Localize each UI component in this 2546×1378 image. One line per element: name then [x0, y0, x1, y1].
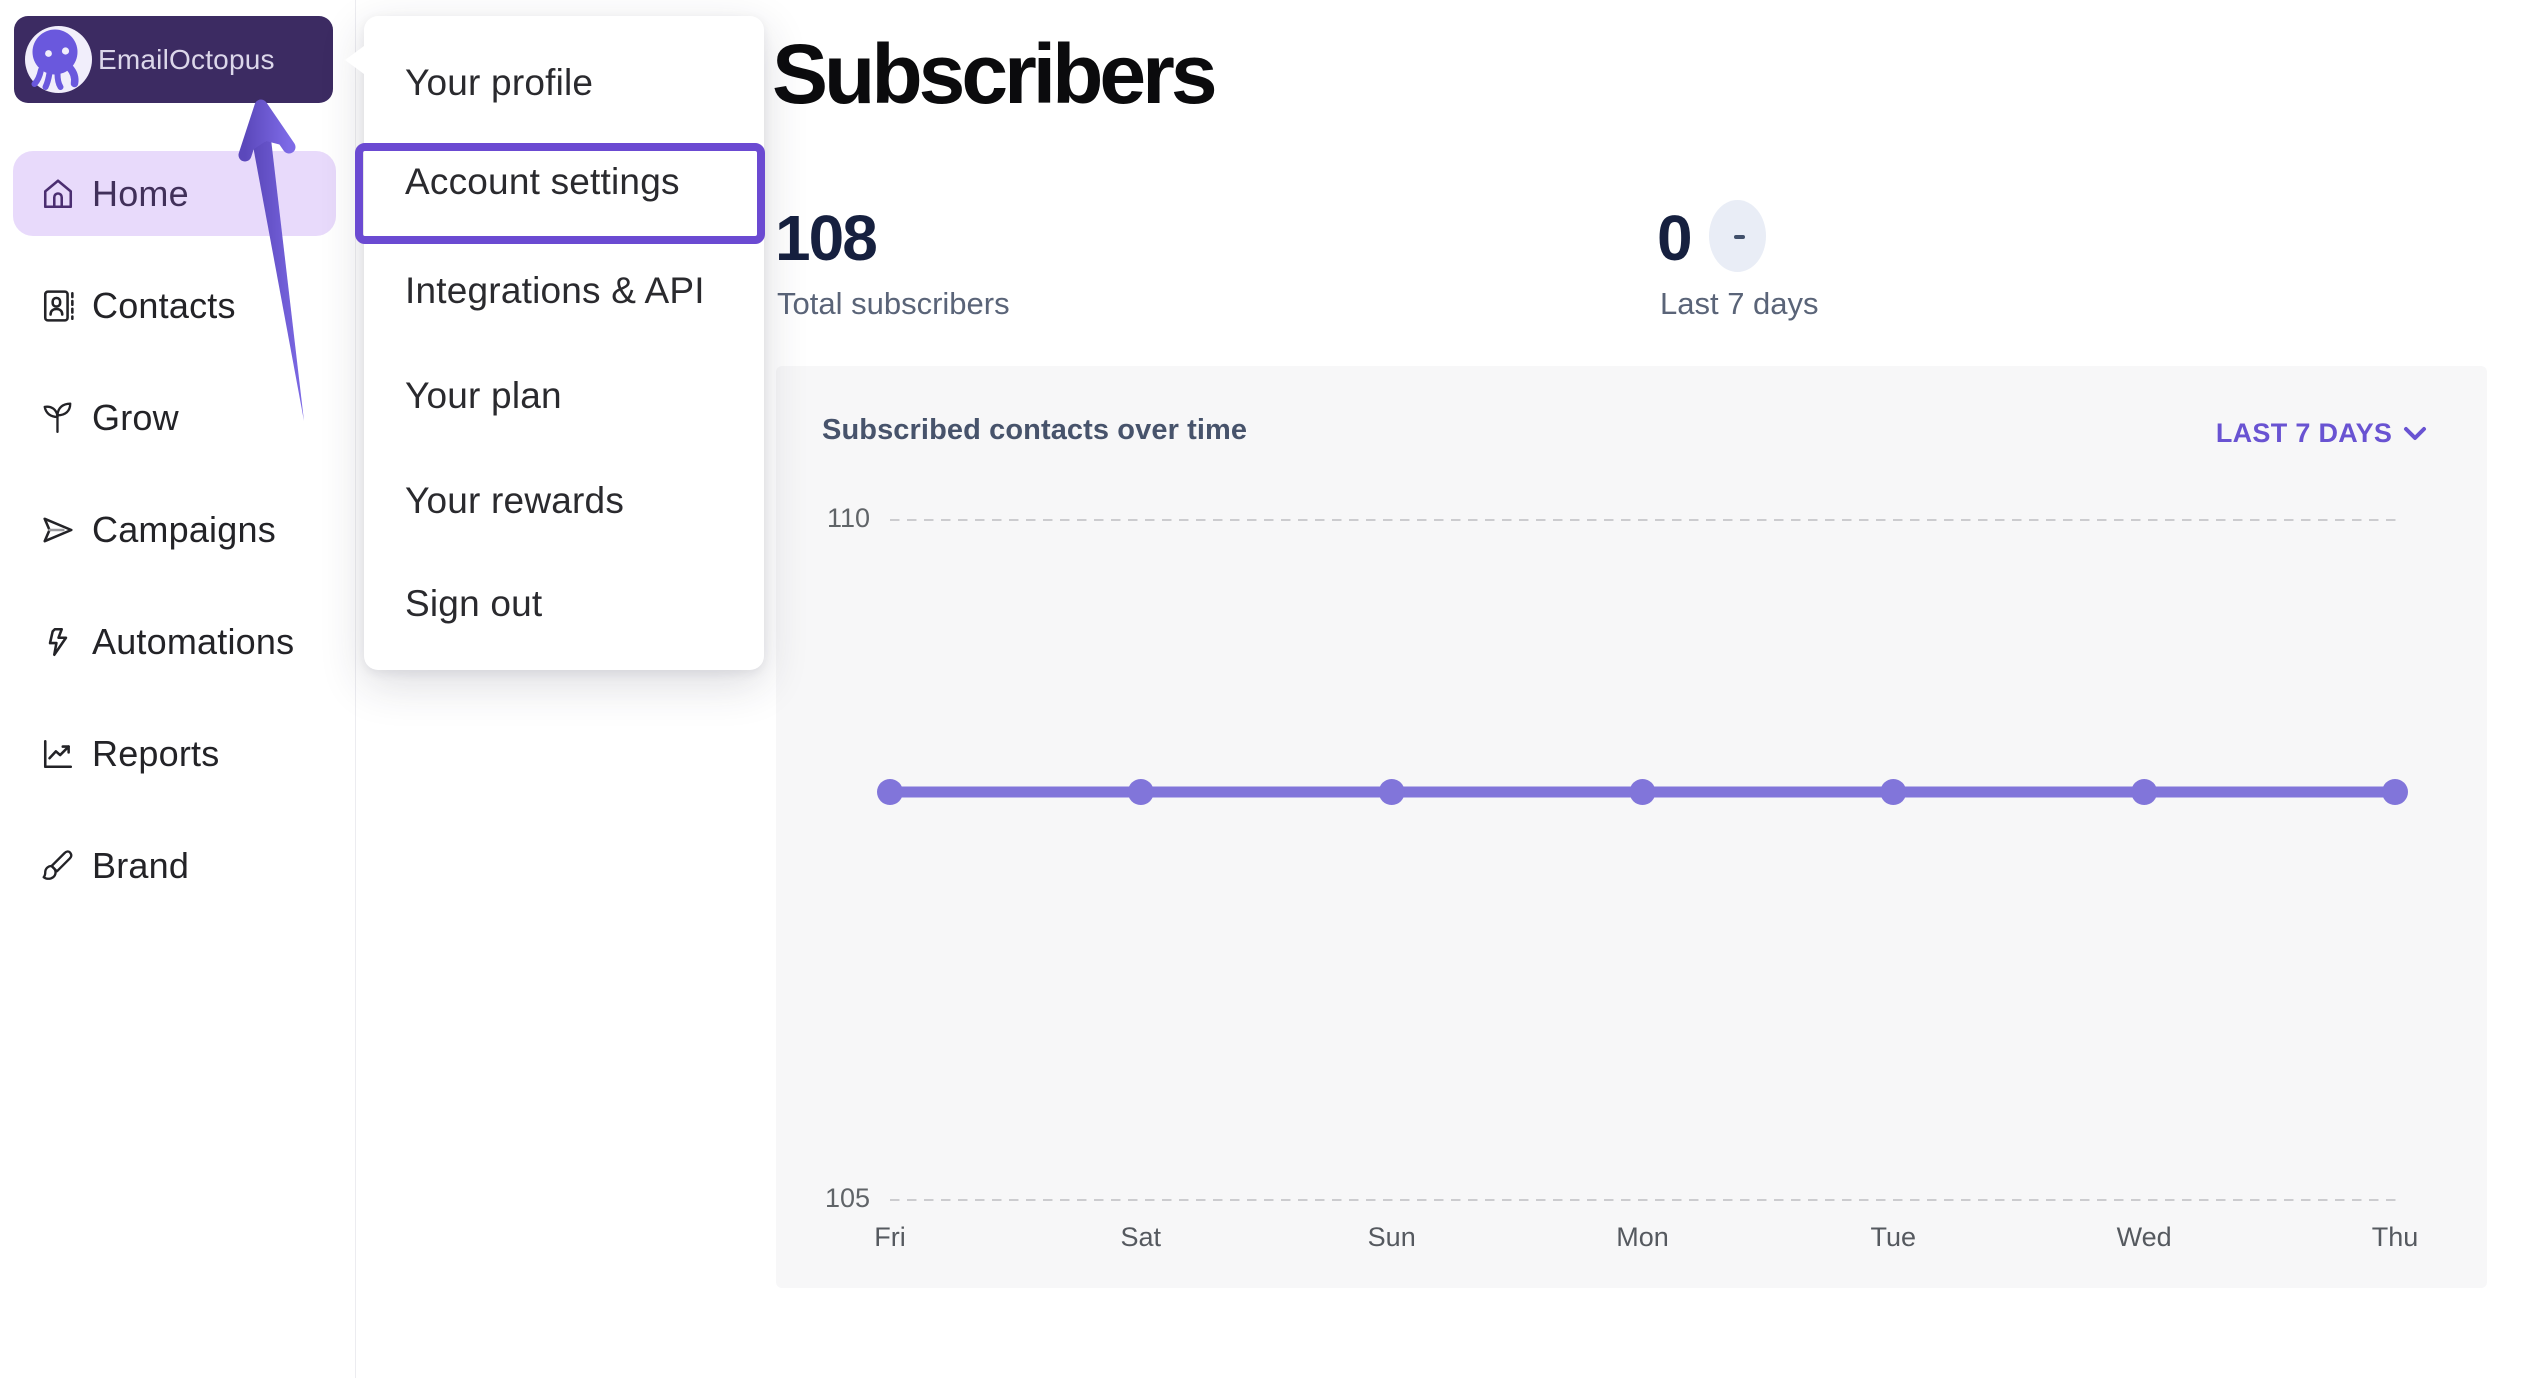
svg-text:Fri: Fri [874, 1222, 905, 1252]
svg-text:Thu: Thu [2372, 1222, 2419, 1252]
svg-text:Sat: Sat [1121, 1222, 1162, 1252]
svg-text:105: 105 [825, 1183, 870, 1213]
svg-text:Mon: Mon [1616, 1222, 1669, 1252]
svg-text:110: 110 [827, 503, 870, 533]
svg-text:Wed: Wed [2117, 1222, 2172, 1252]
svg-text:Sun: Sun [1368, 1222, 1416, 1252]
svg-text:Tue: Tue [1871, 1222, 1917, 1252]
